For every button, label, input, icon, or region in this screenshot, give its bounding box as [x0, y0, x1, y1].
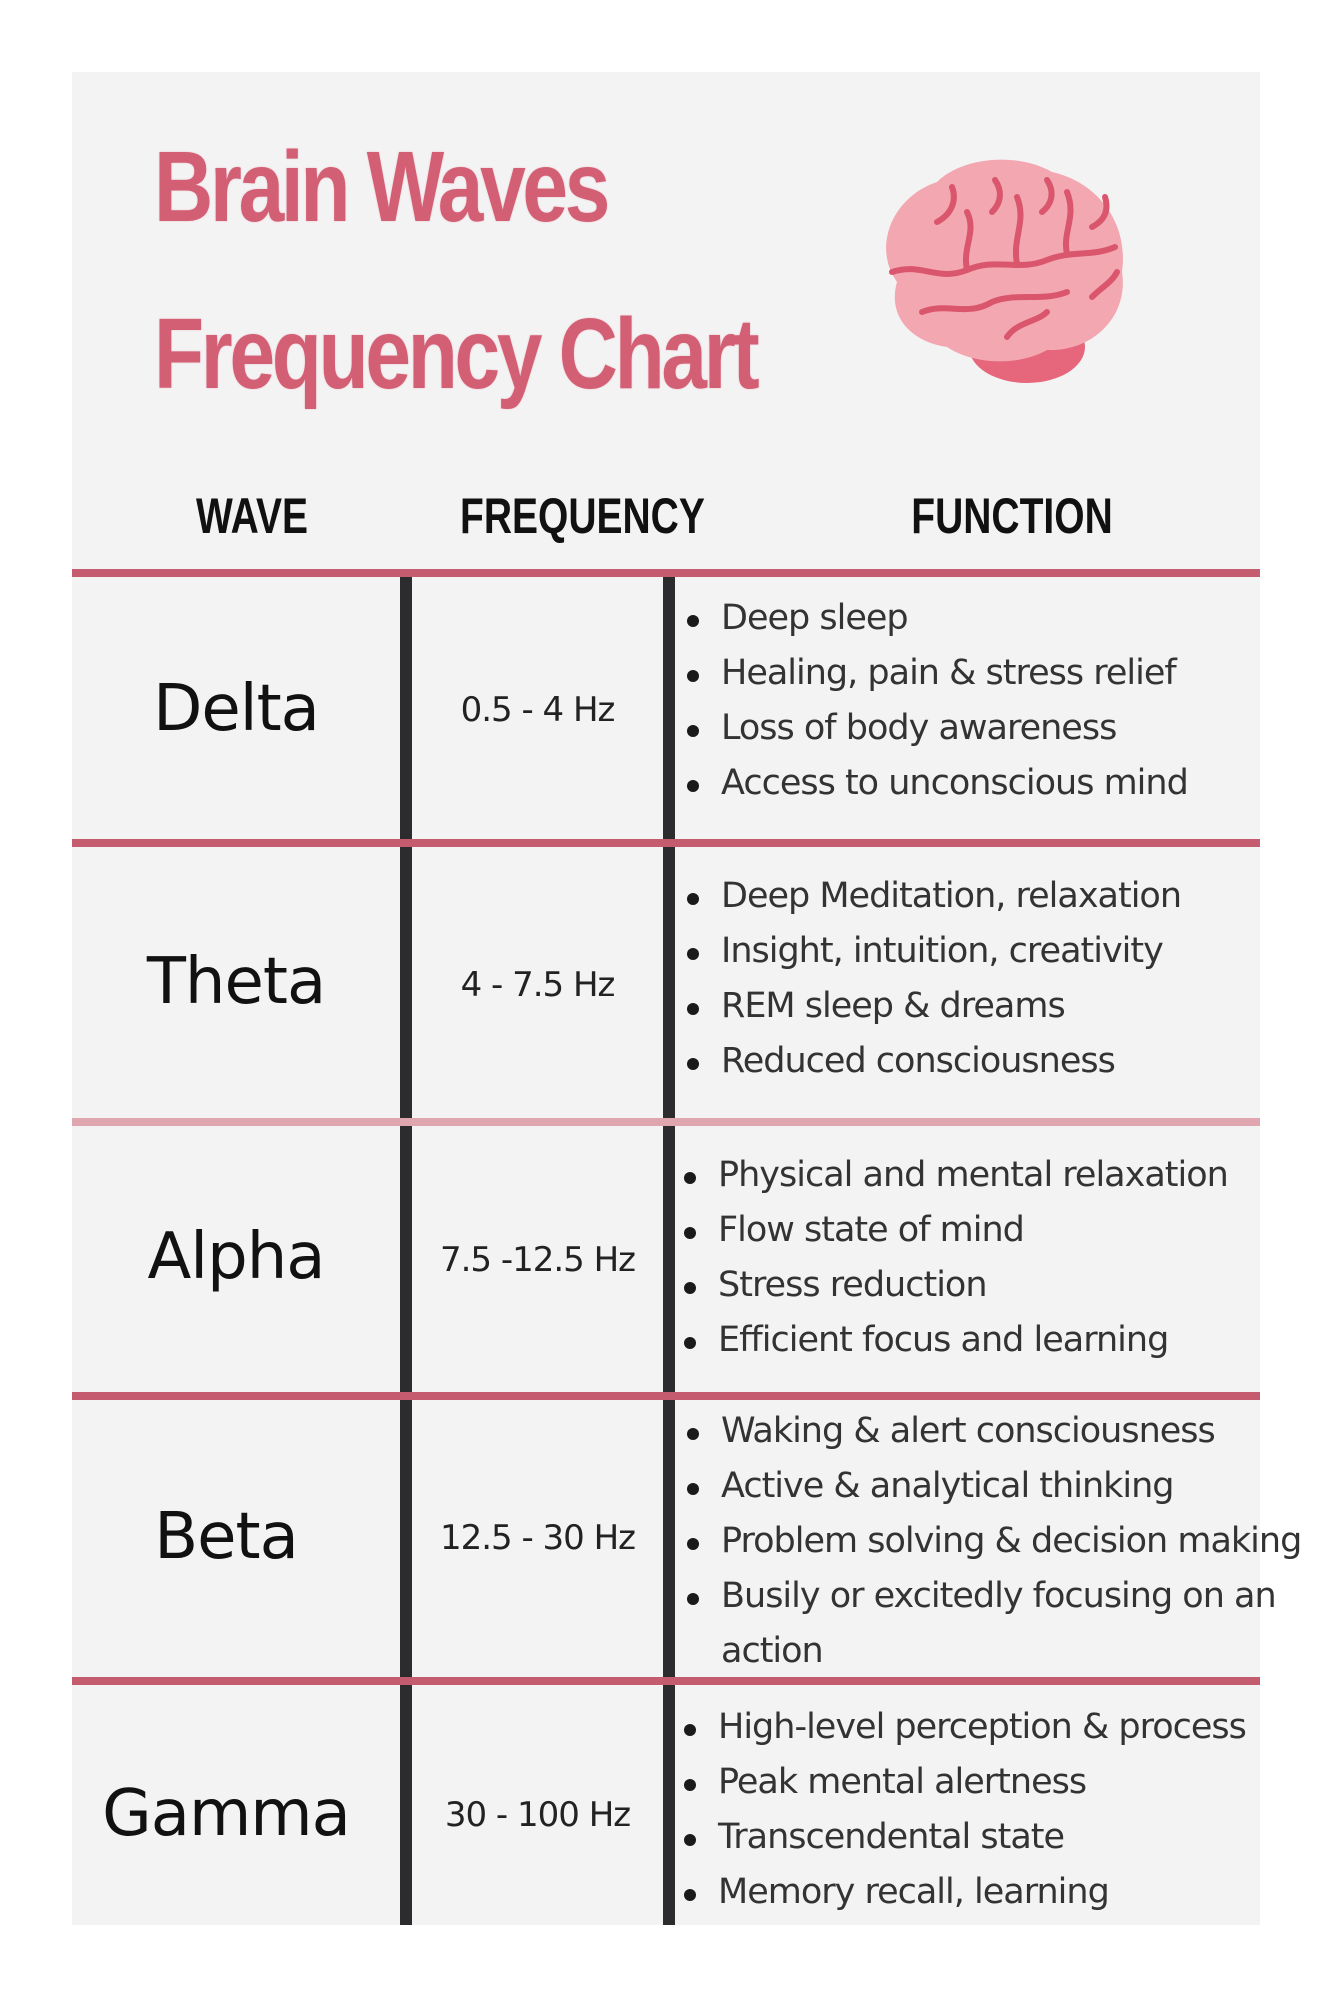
brain-icon: [886, 159, 1123, 383]
row-divider: [72, 1677, 1260, 1685]
wave-name: Alpha: [147, 1220, 326, 1294]
function-list: Physical and mental relaxation Flow stat…: [684, 1148, 1264, 1368]
title-line-2: Frequency Chart: [154, 298, 760, 410]
frequency-value: 0.5 - 4 Hz: [460, 690, 616, 730]
list-item: Stress reduction: [684, 1258, 1264, 1313]
header-divider: [72, 569, 1260, 577]
list-item: Memory recall, learning: [684, 1865, 1264, 1920]
function-list: High-level perception & process Peak men…: [684, 1700, 1264, 1920]
frequency-value: 12.5 - 30 Hz: [439, 1518, 636, 1558]
column-header-frequency: FREQUENCY: [460, 488, 705, 544]
list-item: Flow state of mind: [684, 1203, 1264, 1258]
list-item: Peak mental alertness: [684, 1755, 1264, 1810]
wave-name: Gamma: [102, 1777, 351, 1851]
function-list: Waking & alert consciousness Active & an…: [687, 1404, 1302, 1679]
list-item: Active & analytical thinking: [687, 1459, 1267, 1514]
list-item: Deep sleep: [687, 591, 1267, 646]
list-item: Loss of body awareness: [687, 701, 1267, 756]
wave-name: Delta: [153, 672, 320, 746]
title-line-1: Brain Waves: [154, 131, 610, 243]
list-item: Healing, pain & stress relief: [687, 646, 1267, 701]
frequency-value: 4 - 7.5 Hz: [460, 965, 616, 1005]
wave-name: Beta: [154, 1500, 299, 1574]
list-item: Busily or excitedly focusing on an: [687, 1569, 1277, 1624]
list-item: Transcendental state: [684, 1810, 1264, 1865]
frequency-value: 30 - 100 Hz: [444, 1795, 631, 1835]
list-item: Waking & alert consciousness: [687, 1404, 1267, 1459]
column-rule-1: [400, 577, 412, 1925]
list-item: REM sleep & dreams: [687, 979, 1267, 1034]
list-item: High-level perception & process: [684, 1700, 1264, 1755]
column-header-function: FUNCTION: [911, 488, 1113, 544]
list-item: Reduced consciousness: [687, 1034, 1267, 1089]
row-divider: [72, 1118, 1260, 1126]
list-item-continuation: action: [721, 1631, 824, 1671]
list-item: Efficient focus and learning: [684, 1313, 1264, 1368]
row-divider: [72, 839, 1260, 847]
column-rule-2: [663, 577, 675, 1925]
list-item: Problem solving & decision making: [687, 1514, 1302, 1569]
function-list: Deep Meditation, relaxation Insight, int…: [687, 869, 1267, 1089]
list-item: Access to unconscious mind: [687, 756, 1267, 811]
function-list: Deep sleep Healing, pain & stress relief…: [687, 591, 1267, 811]
wave-name: Theta: [146, 945, 326, 1019]
column-header-wave: WAVE: [196, 488, 308, 544]
poster: Brain Waves Frequency Chart WAVE FREQUEN…: [72, 72, 1302, 1925]
list-item: Deep Meditation, relaxation: [687, 869, 1267, 924]
list-item: Physical and mental relaxation: [684, 1148, 1264, 1203]
frequency-value: 7.5 -12.5 Hz: [439, 1240, 636, 1280]
list-item: Insight, intuition, creativity: [687, 924, 1267, 979]
row-divider: [72, 1392, 1260, 1400]
